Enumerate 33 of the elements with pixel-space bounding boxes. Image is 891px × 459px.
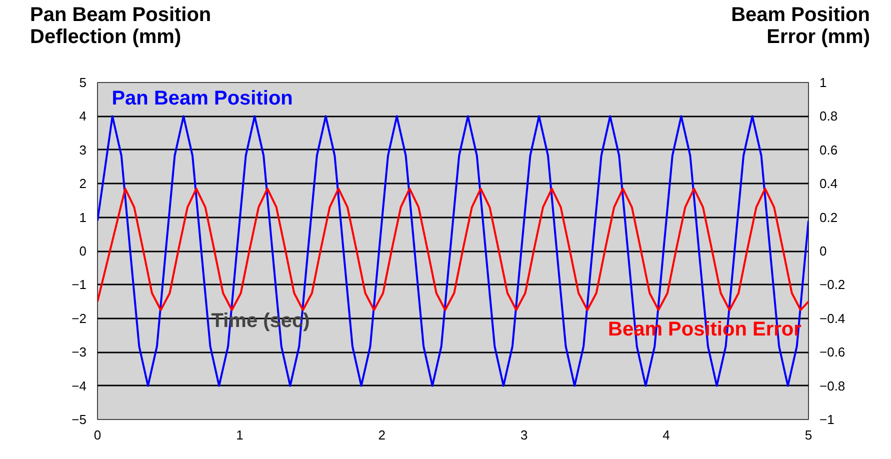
line-series [98,188,808,311]
y2-tick-label: −1 [820,412,834,427]
y-tick-label: 2 [79,176,87,192]
y-tick-label: −5 [72,412,87,427]
y2-tick-label: 0 [820,244,827,258]
y2-tick-label: 0.2 [820,210,838,225]
x-tick-label: 0 [94,428,102,442]
x-tick-label: 5 [804,428,812,442]
y-tick-label: 4 [79,108,87,124]
y-tick-label: −2 [72,310,87,326]
y2-tick-label: 1 [820,75,827,90]
y-tick-label: −3 [72,344,87,360]
y2-tick-label: −0.6 [820,344,846,360]
y-axis-title: Pan Beam Position Deflection (mm) [30,4,212,48]
y2-tick-label: 0.4 [820,176,838,192]
y-tick-label: 5 [79,75,87,90]
y2-tick-label: 0.6 [820,142,838,158]
x-tick-label: 1 [236,428,244,442]
y2-tick-label: 0.8 [820,108,838,124]
y-tick-label: 1 [79,210,87,225]
y-tick-label: −1 [72,277,87,292]
y2-axis-title: Beam Position Error (mm) [731,4,870,48]
y2-tick-label: −0.4 [820,310,846,326]
y-tick-label: −4 [72,378,87,394]
series-label: Pan Beam Position [112,87,293,110]
y-tick-label: 0 [79,244,87,258]
y-tick-label: 3 [79,142,87,158]
x-tick-label: 3 [520,428,528,442]
y2-tick-label: −0.8 [820,378,846,394]
line-series [98,115,808,387]
x-tick-label: 4 [662,428,670,442]
x-tick-label: 2 [378,428,386,442]
y2-tick-label: −0.2 [820,277,846,292]
